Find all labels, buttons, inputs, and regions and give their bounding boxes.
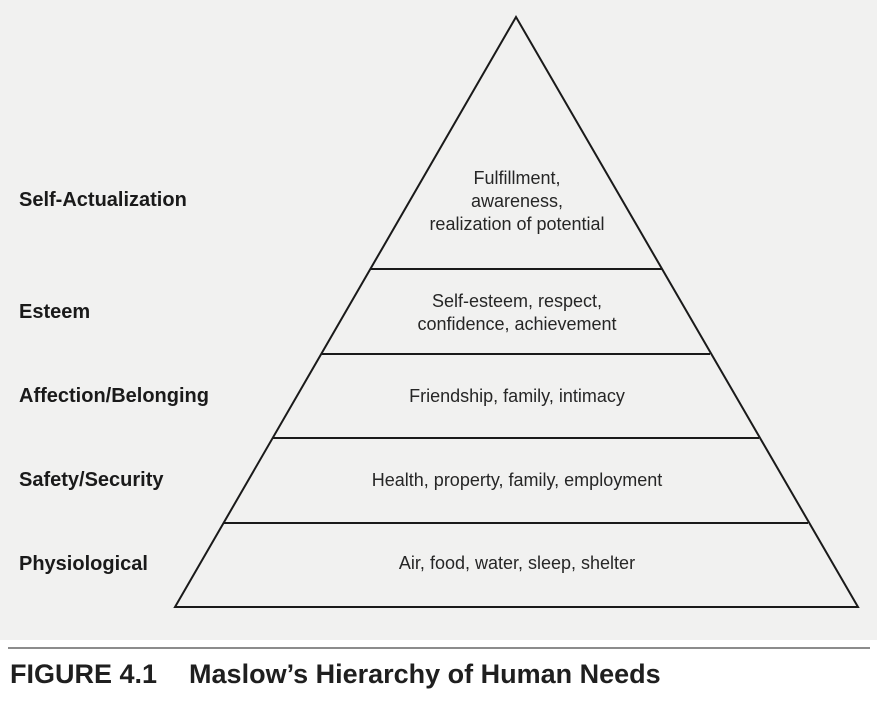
- tier-label-safety-security: Safety/Security: [19, 469, 164, 491]
- figure-caption: FIGURE 4.1 Maslow’s Hierarchy of Human Ne…: [10, 656, 661, 692]
- tier-label-affection-belonging: Affection/Belonging: [19, 385, 209, 407]
- tier-description-self-actualization: Fulfillment, awareness, realization of p…: [429, 168, 605, 234]
- pyramid: [173, 15, 860, 608]
- pyramid-outline: [173, 15, 860, 608]
- tier-label-esteem: Esteem: [19, 301, 91, 323]
- tier-description-affection-belonging: Friendship, family, intimacy: [409, 386, 625, 406]
- figure-number: FIGURE 4.1: [10, 659, 158, 689]
- tier-description-safety-security: Health, property, family, employment: [371, 470, 663, 490]
- tier-label-self-actualization: Self-Actualization: [19, 189, 187, 211]
- caption-divider: [8, 647, 870, 649]
- tier-description-esteem: Self-esteem, respect, confidence, achiev…: [417, 291, 617, 334]
- tier-description-physiological: Air, food, water, sleep, shelter: [398, 553, 636, 573]
- figure-title: Maslow’s Hierarchy of Human Needs: [189, 659, 661, 689]
- tier-label-physiological: Physiological: [19, 553, 148, 575]
- figure-panel: Self-Actualization Esteem Affection/Belo…: [0, 0, 877, 640]
